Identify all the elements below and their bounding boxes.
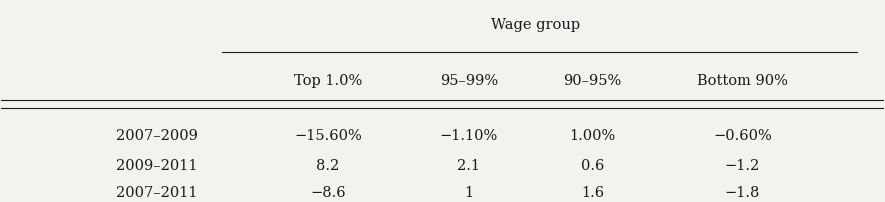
Text: 1.00%: 1.00%: [569, 128, 616, 142]
Text: 95–99%: 95–99%: [440, 73, 498, 87]
Text: −1.2: −1.2: [725, 158, 760, 172]
Text: −1.8: −1.8: [725, 185, 760, 199]
Text: −0.60%: −0.60%: [713, 128, 772, 142]
Text: −15.60%: −15.60%: [294, 128, 362, 142]
Text: 1.6: 1.6: [581, 185, 604, 199]
Text: −1.10%: −1.10%: [440, 128, 498, 142]
Text: 2007–2011: 2007–2011: [116, 185, 197, 199]
Text: 0.6: 0.6: [581, 158, 604, 172]
Text: Wage group: Wage group: [490, 18, 580, 32]
Text: Bottom 90%: Bottom 90%: [697, 73, 788, 87]
Text: 8.2: 8.2: [316, 158, 340, 172]
Text: 2.1: 2.1: [458, 158, 481, 172]
Text: 90–95%: 90–95%: [564, 73, 621, 87]
Text: Top 1.0%: Top 1.0%: [294, 73, 362, 87]
Text: −8.6: −8.6: [310, 185, 346, 199]
Text: 1: 1: [465, 185, 473, 199]
Text: 2007–2009: 2007–2009: [116, 128, 198, 142]
Text: 2009–2011: 2009–2011: [116, 158, 197, 172]
